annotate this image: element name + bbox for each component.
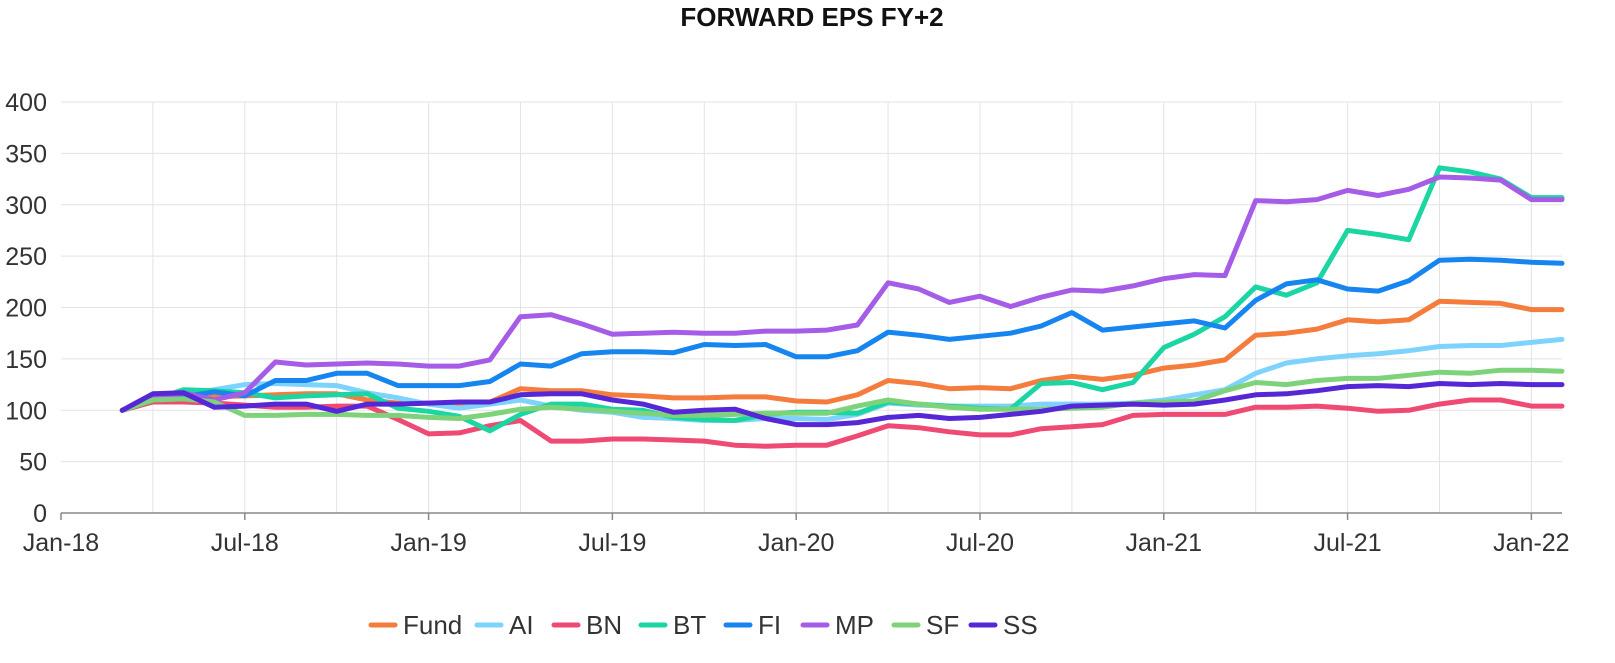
series-line-bt	[119, 165, 1565, 434]
legend-label: BN	[586, 610, 622, 640]
x-tick-label: Jul-18	[211, 529, 279, 557]
y-tick-label: 0	[33, 500, 47, 528]
x-tick-label: Jan-19	[390, 529, 466, 557]
legend-item-ss: SS	[968, 610, 1038, 640]
legend-label: BT	[673, 610, 706, 640]
y-tick-label: 400	[5, 89, 47, 117]
x-tick-label: Jan-21	[1126, 529, 1202, 557]
grid-layer	[61, 101, 1562, 513]
x-tick-label: Jul-19	[578, 529, 646, 557]
legend-item-bt: BT	[638, 610, 706, 640]
axis-layer: 0 50 100 150 200 250 300 350 400 Jan-18 Jul-18 Jan-…	[5, 89, 1569, 557]
series-line-fund	[119, 298, 1565, 413]
y-tick-label: 150	[5, 346, 47, 374]
x-tick-label: Jan-20	[758, 529, 834, 557]
series-line-ss	[119, 381, 1565, 428]
legend-label: FI	[758, 610, 781, 640]
legend: Fund AI BN BT FI MP SF SS	[368, 610, 1038, 640]
legend-label: AI	[509, 610, 534, 640]
legend-item-sf: SF	[891, 610, 959, 640]
y-tick-label: 100	[5, 397, 47, 425]
legend-label: Fund	[403, 610, 462, 640]
x-tick-label: Jul-21	[1314, 529, 1382, 557]
y-tick-label: 200	[5, 295, 47, 323]
y-tick-label: 250	[5, 243, 47, 271]
chart-title: FORWARD EPS FY+2	[680, 2, 943, 32]
legend-item-fi: FI	[723, 610, 781, 640]
y-tick-label: 50	[19, 449, 47, 477]
x-tick-label: Jul-20	[946, 529, 1014, 557]
legend-item-bn: BN	[551, 610, 622, 640]
x-tick-label: Jan-22	[1493, 529, 1569, 557]
legend-label: SF	[926, 610, 959, 640]
series-line-mp	[119, 174, 1565, 413]
y-tick-label: 350	[5, 140, 47, 168]
legend-label: MP	[835, 610, 874, 640]
series-layer	[119, 165, 1565, 449]
legend-item-mp: MP	[800, 610, 874, 640]
y-tick-label: 300	[5, 192, 47, 220]
legend-item-ai: AI	[474, 610, 534, 640]
legend-item-fund: Fund	[368, 610, 462, 640]
legend-label: SS	[1003, 610, 1038, 640]
series-line-fi	[119, 256, 1565, 413]
series-line-sf	[119, 367, 1565, 421]
x-tick-label: Jan-18	[23, 529, 99, 557]
